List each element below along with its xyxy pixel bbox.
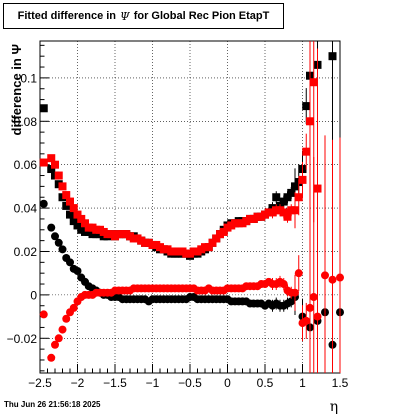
data-point-circle [314,313,322,321]
data-point-circle [55,334,63,342]
y-axis-label: difference in Ψ [9,44,24,135]
x-tick-label: 1.5 [332,376,349,390]
x-tick-label: 0.5 [257,376,274,390]
axes: −2.5 −2 −1.5 −1 −0.5 0 0.5 1 1.5 −0.02 0 0.02 0.04 0.… [7,41,349,414]
data-points [40,41,344,373]
data-point-circle [306,304,314,312]
data-point-square [329,52,337,60]
data-point-circle [336,274,344,282]
data-point-square [295,193,303,201]
y-tick-label: 0.06 [14,158,38,172]
data-point-square [310,78,318,86]
data-point-circle [329,276,337,284]
x-axis-label: η [330,399,338,414]
data-point-circle [295,269,303,277]
data-point-square [299,176,307,184]
data-point-circle [59,245,67,253]
data-point-circle [291,289,299,297]
data-point-circle [40,200,48,208]
x-tick-label: −2 [71,376,85,390]
x-tick-label: 1 [299,376,306,390]
x-tick-label: −0.5 [178,376,202,390]
data-point-square [272,193,280,201]
data-point-circle [59,326,67,334]
data-point-square [40,159,48,167]
data-point-circle [40,310,48,318]
y-tick-label: 0.04 [14,202,38,216]
y-tick-label: 0.02 [14,245,38,259]
x-tick-label: 0 [224,376,231,390]
x-tick-label: −2.5 [28,376,52,390]
y-tick-label: −0.02 [7,332,38,346]
data-point-square [291,206,299,214]
data-point-circle [321,271,329,279]
data-point-circle [47,354,55,362]
data-point-circle [47,224,55,232]
data-point-square [51,161,59,169]
data-point-square [302,102,310,110]
datestamp: Thu Jun 26 21:56:18 2025 [4,400,101,409]
data-point-square [302,148,310,156]
data-point-square [306,117,314,125]
data-point-square [55,172,63,180]
x-tick-label: −1 [146,376,160,390]
data-point-circle [310,293,318,301]
x-tick-label: −1.5 [103,376,127,390]
data-point-square [59,182,67,190]
y-tick-label: 0 [30,288,37,302]
data-point-circle [302,317,310,325]
data-point-square [40,104,48,112]
